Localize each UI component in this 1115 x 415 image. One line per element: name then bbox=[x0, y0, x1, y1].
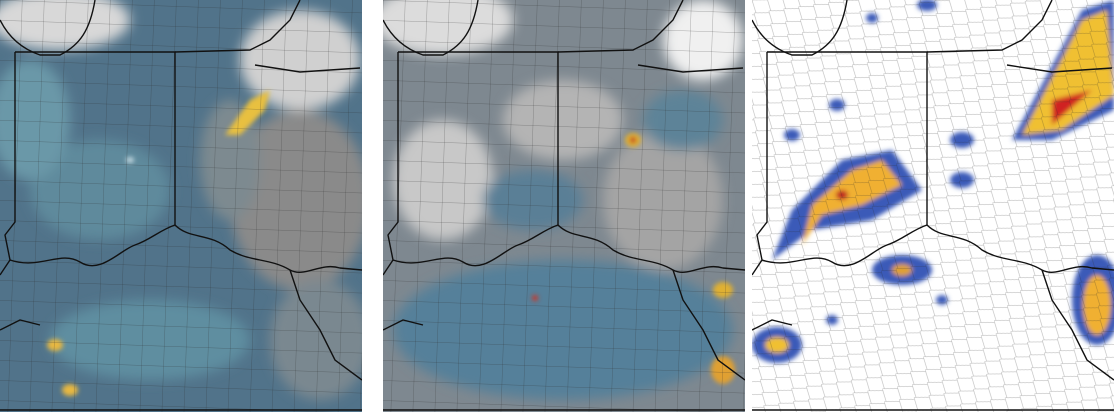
panel-2 bbox=[383, 0, 745, 412]
panel-1 bbox=[0, 0, 362, 412]
panel-3 bbox=[752, 0, 1114, 412]
